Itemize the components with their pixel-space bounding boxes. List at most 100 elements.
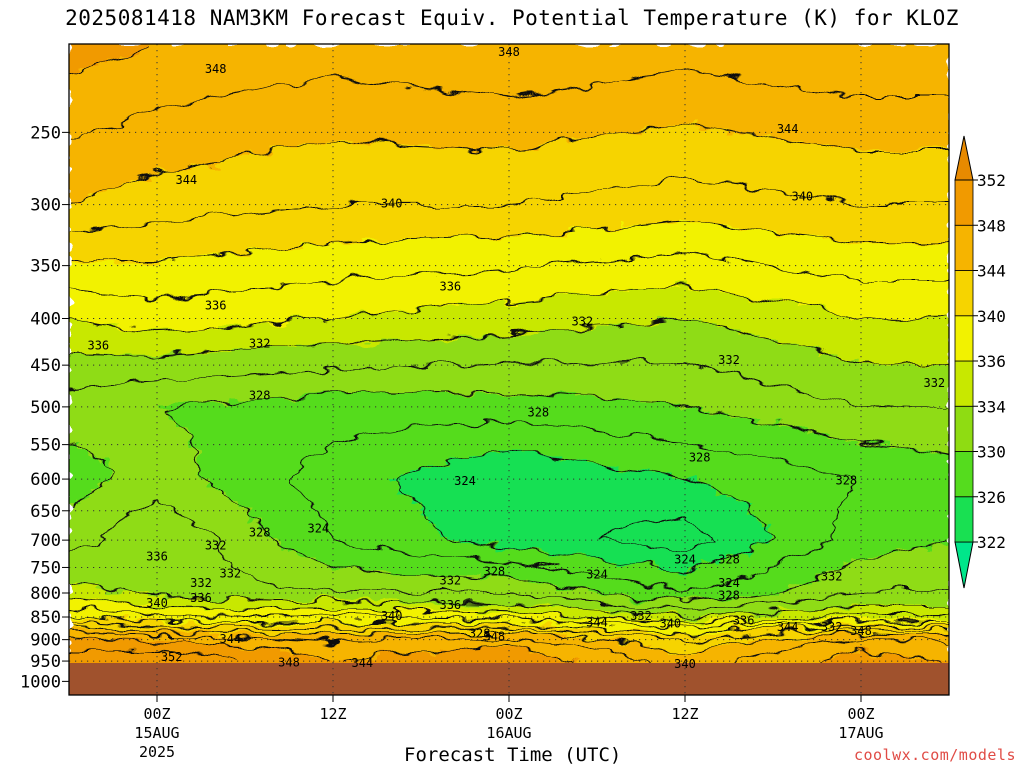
field-cell	[249, 539, 260, 545]
field-cell	[349, 304, 360, 310]
field-cell	[389, 479, 400, 485]
field-cell	[339, 519, 350, 525]
field-cell	[439, 624, 450, 630]
field-cell	[229, 254, 240, 260]
field-cell	[219, 484, 230, 490]
field-cell	[99, 379, 110, 385]
field-cell	[269, 139, 280, 145]
field-cell	[349, 54, 360, 60]
field-cell	[109, 89, 120, 95]
field-cell	[109, 559, 120, 565]
field-cell	[379, 574, 390, 580]
field-cell	[319, 194, 330, 200]
field-cell	[279, 274, 290, 280]
field-cell	[389, 149, 400, 155]
field-cell	[129, 219, 140, 225]
field-cell	[219, 244, 230, 250]
field-cell	[289, 224, 300, 230]
field-cell	[279, 419, 290, 425]
field-cell	[349, 539, 360, 545]
field-cell	[319, 649, 330, 655]
field-cell	[329, 84, 340, 90]
field-cell	[359, 464, 370, 470]
field-cell	[369, 384, 380, 390]
field-cell	[439, 184, 450, 190]
field-cell	[149, 524, 160, 530]
field-cell	[399, 609, 410, 615]
field-cell	[349, 94, 360, 100]
field-cell	[99, 464, 110, 470]
field-cell	[379, 319, 390, 325]
field-cell	[349, 589, 360, 595]
field-cell	[99, 209, 110, 215]
field-cell	[69, 224, 80, 230]
field-cell	[119, 559, 130, 565]
field-cell	[439, 594, 450, 600]
field-cell	[239, 589, 250, 595]
field-cell	[69, 249, 80, 255]
field-cell	[349, 149, 360, 155]
field-cell	[89, 434, 100, 440]
field-cell	[339, 629, 350, 635]
field-cell	[259, 199, 270, 205]
field-cell	[399, 559, 410, 565]
field-cell	[299, 579, 310, 585]
field-cell	[169, 169, 180, 175]
field-cell	[439, 329, 450, 335]
field-cell	[309, 454, 320, 460]
field-cell	[79, 219, 90, 225]
field-cell	[159, 134, 170, 140]
field-cell	[99, 529, 110, 535]
field-cell	[249, 219, 260, 225]
field-cell	[299, 484, 310, 490]
field-cell	[239, 654, 250, 660]
field-cell	[279, 249, 290, 255]
field-cell	[179, 204, 190, 210]
field-cell	[109, 234, 120, 240]
field-cell	[129, 204, 140, 210]
field-cell	[349, 374, 360, 380]
field-cell	[389, 299, 400, 305]
field-cell	[379, 309, 390, 315]
field-cell	[429, 199, 440, 205]
field-cell	[429, 479, 440, 485]
field-cell	[249, 149, 260, 155]
field-cell	[149, 454, 160, 460]
field-cell	[279, 294, 290, 300]
field-cell	[399, 424, 410, 430]
field-cell	[269, 274, 280, 280]
field-cell	[339, 544, 350, 550]
field-cell	[129, 644, 140, 650]
field-cell	[129, 439, 140, 445]
field-cell	[429, 129, 440, 135]
field-cell	[169, 584, 180, 590]
field-cell	[439, 289, 450, 295]
field-cell	[139, 519, 150, 525]
field-cell	[79, 234, 90, 240]
field-cell	[79, 594, 90, 600]
field-cell	[179, 279, 190, 285]
field-cell	[99, 564, 110, 570]
field-cell	[199, 514, 210, 520]
field-cell	[159, 304, 170, 310]
field-cell	[389, 164, 400, 170]
field-cell	[429, 154, 440, 160]
field-cell	[279, 389, 290, 395]
field-cell	[359, 264, 370, 270]
field-cell	[269, 164, 280, 170]
field-cell	[329, 399, 340, 405]
field-cell	[119, 289, 130, 295]
field-cell	[239, 579, 250, 585]
field-cell	[299, 344, 310, 350]
field-cell	[139, 99, 150, 105]
field-cell	[339, 224, 350, 230]
field-cell	[69, 219, 80, 225]
field-cell	[259, 644, 270, 650]
field-cell	[199, 279, 210, 285]
field-cell	[329, 194, 340, 200]
field-cell	[169, 489, 180, 495]
field-cell	[139, 104, 150, 110]
field-cell	[139, 334, 150, 340]
field-cell	[339, 139, 350, 145]
field-cell	[109, 84, 120, 90]
